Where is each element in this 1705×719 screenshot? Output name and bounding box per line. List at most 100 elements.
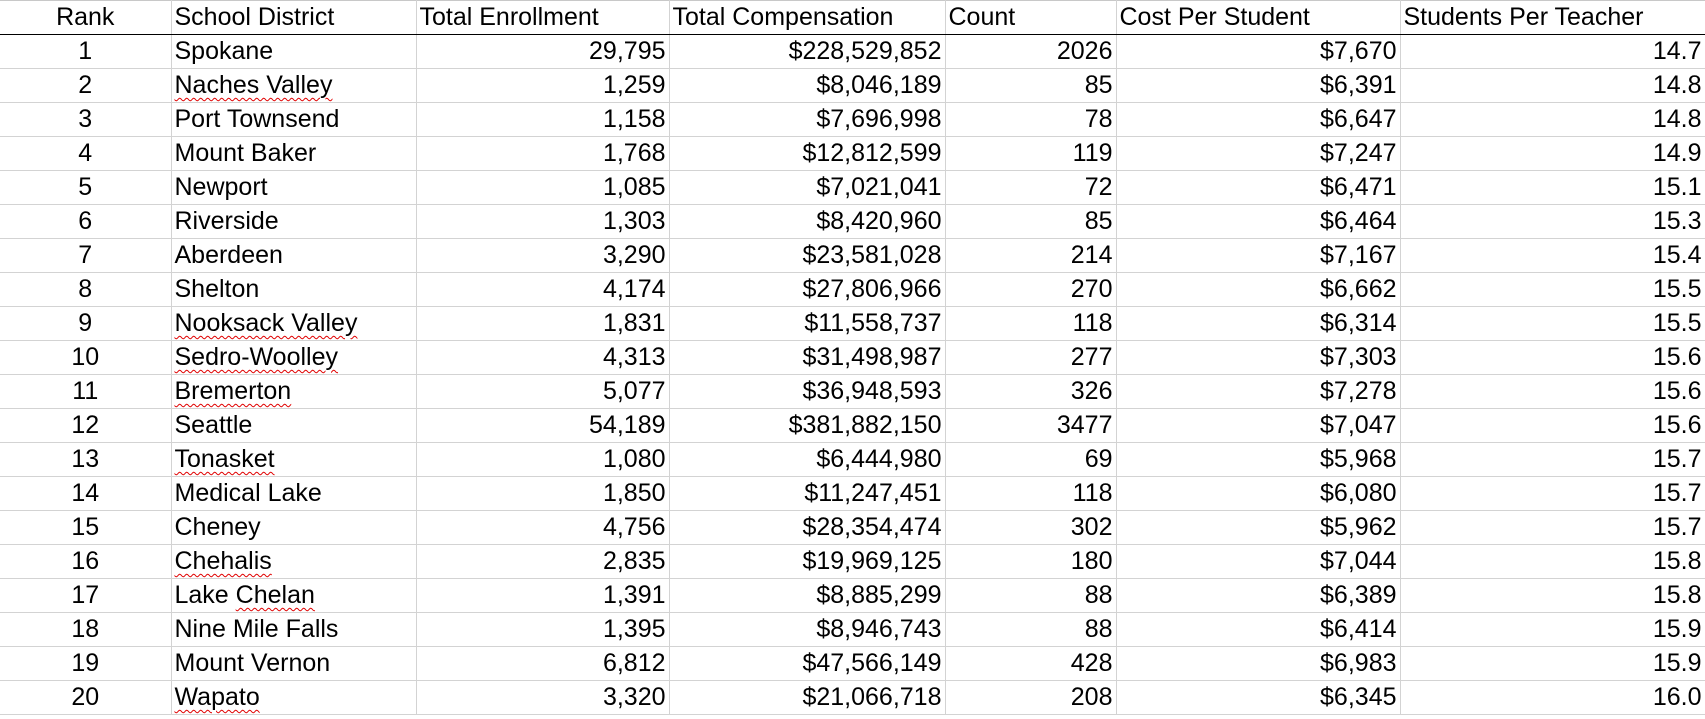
cell-total-compensation[interactable]: $31,498,987 bbox=[669, 340, 946, 375]
cell-students-per-teacher[interactable]: 15.6 bbox=[1400, 374, 1705, 409]
cell-count[interactable]: 180 bbox=[945, 544, 1117, 579]
cell-total-compensation[interactable]: $381,882,150 bbox=[669, 408, 946, 443]
cell-total-enrollment[interactable]: 3,290 bbox=[416, 238, 670, 273]
cell-school-district[interactable]: Nine Mile Falls bbox=[171, 612, 417, 647]
cell-total-compensation[interactable]: $27,806,966 bbox=[669, 272, 946, 307]
cell-cost-per-student[interactable]: $6,314 bbox=[1116, 306, 1401, 341]
cell-total-enrollment[interactable]: 4,313 bbox=[416, 340, 670, 375]
cell-cost-per-student[interactable]: $7,278 bbox=[1116, 374, 1401, 409]
cell-total-compensation[interactable]: $8,046,189 bbox=[669, 68, 946, 103]
cell-school-district[interactable]: Wapato bbox=[171, 680, 417, 715]
cell-cost-per-student[interactable]: $6,345 bbox=[1116, 680, 1401, 715]
cell-total-enrollment[interactable]: 1,259 bbox=[416, 68, 670, 103]
cell-cost-per-student[interactable]: $7,044 bbox=[1116, 544, 1401, 579]
cell-total-compensation[interactable]: $12,812,599 bbox=[669, 136, 946, 171]
column-header-total-enrollment[interactable]: Total Enrollment bbox=[416, 0, 670, 35]
cell-total-compensation[interactable]: $228,529,852 bbox=[669, 34, 946, 69]
cell-students-per-teacher[interactable]: 15.5 bbox=[1400, 306, 1705, 341]
cell-students-per-teacher[interactable]: 16.0 bbox=[1400, 680, 1705, 715]
cell-rank[interactable]: 9 bbox=[0, 306, 172, 341]
cell-total-enrollment[interactable]: 1,085 bbox=[416, 170, 670, 205]
cell-total-compensation[interactable]: $7,696,998 bbox=[669, 102, 946, 137]
cell-count[interactable]: 85 bbox=[945, 204, 1117, 239]
cell-count[interactable]: 302 bbox=[945, 510, 1117, 545]
cell-students-per-teacher[interactable]: 15.7 bbox=[1400, 476, 1705, 511]
cell-total-compensation[interactable]: $7,021,041 bbox=[669, 170, 946, 205]
cell-count[interactable]: 428 bbox=[945, 646, 1117, 681]
cell-total-compensation[interactable]: $47,566,149 bbox=[669, 646, 946, 681]
cell-total-enrollment[interactable]: 1,158 bbox=[416, 102, 670, 137]
cell-rank[interactable]: 18 bbox=[0, 612, 172, 647]
cell-school-district[interactable]: Port Townsend bbox=[171, 102, 417, 137]
cell-school-district[interactable]: Sedro-Woolley bbox=[171, 340, 417, 375]
cell-total-enrollment[interactable]: 1,395 bbox=[416, 612, 670, 647]
cell-count[interactable]: 85 bbox=[945, 68, 1117, 103]
cell-students-per-teacher[interactable]: 14.8 bbox=[1400, 102, 1705, 137]
cell-total-enrollment[interactable]: 2,835 bbox=[416, 544, 670, 579]
column-header-school-district[interactable]: School District bbox=[171, 0, 417, 35]
cell-cost-per-student[interactable]: $6,647 bbox=[1116, 102, 1401, 137]
cell-school-district[interactable]: Naches Valley bbox=[171, 68, 417, 103]
cell-rank[interactable]: 2 bbox=[0, 68, 172, 103]
cell-students-per-teacher[interactable]: 15.6 bbox=[1400, 408, 1705, 443]
cell-students-per-teacher[interactable]: 15.8 bbox=[1400, 578, 1705, 613]
cell-count[interactable]: 2026 bbox=[945, 34, 1117, 69]
cell-count[interactable]: 270 bbox=[945, 272, 1117, 307]
cell-cost-per-student[interactable]: $7,047 bbox=[1116, 408, 1401, 443]
column-header-cost-per-student[interactable]: Cost Per Student bbox=[1116, 0, 1401, 35]
cell-cost-per-student[interactable]: $6,414 bbox=[1116, 612, 1401, 647]
cell-school-district[interactable]: Mount Vernon bbox=[171, 646, 417, 681]
column-header-students-per-teacher[interactable]: Students Per Teacher bbox=[1400, 0, 1705, 35]
cell-total-compensation[interactable]: $19,969,125 bbox=[669, 544, 946, 579]
cell-total-compensation[interactable]: $28,354,474 bbox=[669, 510, 946, 545]
cell-count[interactable]: 3477 bbox=[945, 408, 1117, 443]
cell-total-compensation[interactable]: $8,946,743 bbox=[669, 612, 946, 647]
cell-cost-per-student[interactable]: $6,391 bbox=[1116, 68, 1401, 103]
cell-count[interactable]: 277 bbox=[945, 340, 1117, 375]
cell-students-per-teacher[interactable]: 15.8 bbox=[1400, 544, 1705, 579]
cell-count[interactable]: 88 bbox=[945, 612, 1117, 647]
cell-rank[interactable]: 5 bbox=[0, 170, 172, 205]
cell-school-district[interactable]: Chehalis bbox=[171, 544, 417, 579]
cell-rank[interactable]: 13 bbox=[0, 442, 172, 477]
cell-cost-per-student[interactable]: $6,389 bbox=[1116, 578, 1401, 613]
cell-rank[interactable]: 14 bbox=[0, 476, 172, 511]
cell-cost-per-student[interactable]: $7,303 bbox=[1116, 340, 1401, 375]
cell-school-district[interactable]: Riverside bbox=[171, 204, 417, 239]
cell-total-enrollment[interactable]: 4,174 bbox=[416, 272, 670, 307]
cell-rank[interactable]: 12 bbox=[0, 408, 172, 443]
cell-cost-per-student[interactable]: $7,167 bbox=[1116, 238, 1401, 273]
cell-school-district[interactable]: Nooksack Valley bbox=[171, 306, 417, 341]
cell-count[interactable]: 119 bbox=[945, 136, 1117, 171]
cell-rank[interactable]: 11 bbox=[0, 374, 172, 409]
cell-total-compensation[interactable]: $11,558,737 bbox=[669, 306, 946, 341]
cell-cost-per-student[interactable]: $6,464 bbox=[1116, 204, 1401, 239]
cell-count[interactable]: 326 bbox=[945, 374, 1117, 409]
cell-rank[interactable]: 8 bbox=[0, 272, 172, 307]
cell-school-district[interactable]: Seattle bbox=[171, 408, 417, 443]
cell-students-per-teacher[interactable]: 15.7 bbox=[1400, 442, 1705, 477]
cell-rank[interactable]: 16 bbox=[0, 544, 172, 579]
cell-total-enrollment[interactable]: 1,850 bbox=[416, 476, 670, 511]
cell-school-district[interactable]: Bremerton bbox=[171, 374, 417, 409]
column-header-total-compensation[interactable]: Total Compensation bbox=[669, 0, 946, 35]
cell-students-per-teacher[interactable]: 15.5 bbox=[1400, 272, 1705, 307]
cell-students-per-teacher[interactable]: 15.4 bbox=[1400, 238, 1705, 273]
cell-cost-per-student[interactable]: $6,983 bbox=[1116, 646, 1401, 681]
cell-cost-per-student[interactable]: $5,962 bbox=[1116, 510, 1401, 545]
cell-rank[interactable]: 17 bbox=[0, 578, 172, 613]
cell-rank[interactable]: 6 bbox=[0, 204, 172, 239]
cell-cost-per-student[interactable]: $6,471 bbox=[1116, 170, 1401, 205]
cell-total-compensation[interactable]: $11,247,451 bbox=[669, 476, 946, 511]
cell-count[interactable]: 88 bbox=[945, 578, 1117, 613]
cell-count[interactable]: 208 bbox=[945, 680, 1117, 715]
cell-total-enrollment[interactable]: 3,320 bbox=[416, 680, 670, 715]
cell-cost-per-student[interactable]: $6,080 bbox=[1116, 476, 1401, 511]
column-header-count[interactable]: Count bbox=[945, 0, 1117, 35]
cell-rank[interactable]: 15 bbox=[0, 510, 172, 545]
cell-cost-per-student[interactable]: $7,670 bbox=[1116, 34, 1401, 69]
cell-total-enrollment[interactable]: 1,768 bbox=[416, 136, 670, 171]
cell-school-district[interactable]: Aberdeen bbox=[171, 238, 417, 273]
cell-school-district[interactable]: Mount Baker bbox=[171, 136, 417, 171]
cell-total-enrollment[interactable]: 54,189 bbox=[416, 408, 670, 443]
